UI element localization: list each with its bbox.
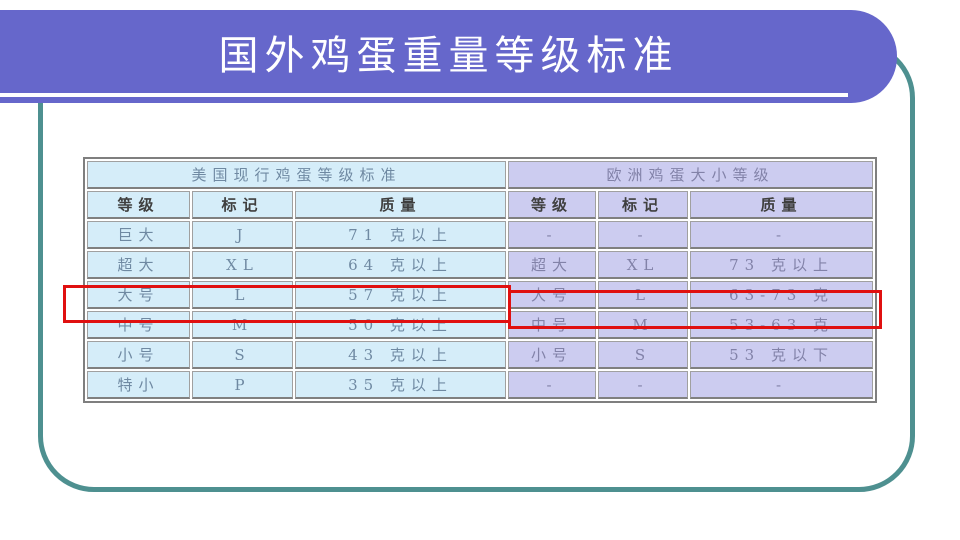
- table-cell: 50 克以上: [295, 311, 507, 339]
- table-cell: S: [598, 341, 689, 369]
- table-cell: -: [508, 371, 597, 399]
- table-cell: 35 克以上: [295, 371, 507, 399]
- us-table-caption: 美国现行鸡蛋等级标准: [87, 161, 507, 189]
- table-cell: 小号: [508, 341, 597, 369]
- table-cell: -: [690, 371, 874, 399]
- us-header-cell: 质量: [295, 191, 507, 219]
- table-cell: -: [690, 221, 874, 249]
- eu-table-caption: 欧洲鸡蛋大小等级: [508, 161, 874, 189]
- table-row: 中号 M 50 克以上 中号 M 53-63 克: [87, 311, 874, 339]
- eu-header-cell: 质量: [690, 191, 874, 219]
- table-row: 巨大 J 71 克以上 - - -: [87, 221, 874, 249]
- table-cell: L: [598, 281, 689, 309]
- table-cell: 53-63 克: [690, 311, 874, 339]
- title-underline: [0, 93, 848, 97]
- table-cell: XL: [598, 251, 689, 279]
- eu-header-cell: 等级: [508, 191, 597, 219]
- egg-grade-table: 美国现行鸡蛋等级标准 欧洲鸡蛋大小等级 等级 标记 质量 等级 标记 质量 巨大 J 71 克以上 -…: [83, 157, 878, 403]
- table-cell: M: [598, 311, 689, 339]
- table-cell: -: [598, 221, 689, 249]
- highlight-box-eu-large-row: [508, 290, 882, 329]
- table-cell: 73 克以上: [690, 251, 874, 279]
- table-cell: 超大: [87, 251, 190, 279]
- table-cell: P: [192, 371, 293, 399]
- table-row: 小号 S 43 克以上 小号 S 53 克以下: [87, 341, 874, 369]
- table-cell: 中号: [508, 311, 597, 339]
- table-cell: 53 克以下: [690, 341, 874, 369]
- table-cell: J: [192, 221, 293, 249]
- table-cell: 特小: [87, 371, 190, 399]
- table-cell: 43 克以上: [295, 341, 507, 369]
- table-cell: 64 克以上: [295, 251, 507, 279]
- title-banner: 国外鸡蛋重量等级标准: [0, 10, 897, 103]
- slide-title: 国外鸡蛋重量等级标准: [218, 32, 679, 79]
- highlight-box-us-large-row: [63, 285, 511, 323]
- table-cell: -: [598, 371, 689, 399]
- table-cell: 巨大: [87, 221, 190, 249]
- eu-header-cell: 标记: [598, 191, 689, 219]
- table-cell: 小号: [87, 341, 190, 369]
- us-header-cell: 等级: [87, 191, 190, 219]
- table-row: 特小 P 35 克以上 - - -: [87, 371, 874, 399]
- table-cell: XL: [192, 251, 293, 279]
- table-cell: 超大: [508, 251, 597, 279]
- table-cell: S: [192, 341, 293, 369]
- table-cell: 71 克以上: [295, 221, 507, 249]
- table-row: 超大 XL 64 克以上 超大 XL 73 克以上: [87, 251, 874, 279]
- us-header-cell: 标记: [192, 191, 293, 219]
- table-cell: -: [508, 221, 597, 249]
